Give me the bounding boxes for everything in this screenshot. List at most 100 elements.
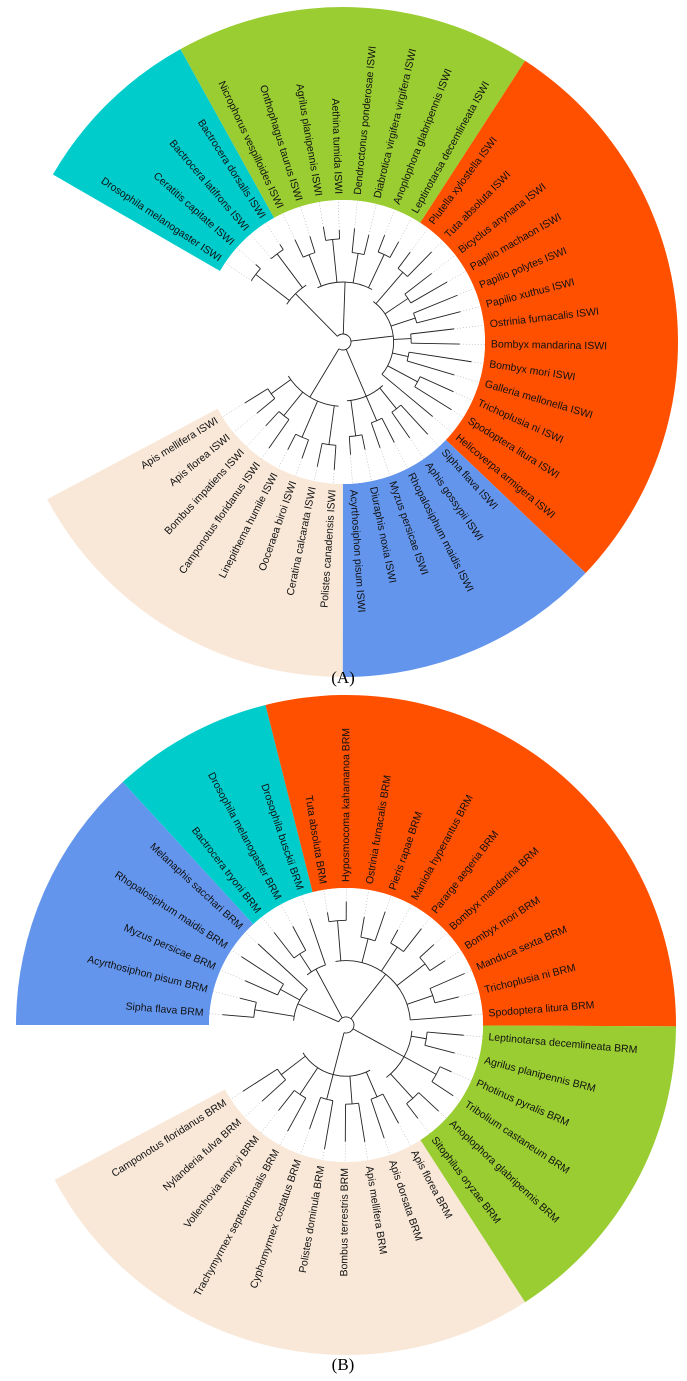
leaf-guide [364,1141,369,1161]
leaf-guide [451,1071,472,1081]
internal-branch [276,253,303,288]
clade-branch [352,1028,405,1058]
leaf-guide [323,889,328,913]
leaf-branch [419,944,435,958]
leaf-guide [301,895,310,919]
leaf-branch [416,311,461,324]
internal-branch [349,1076,353,1105]
leaf-label: Hyposmocoma kahamanoa BRM [340,728,352,882]
internal-branch [332,239,338,283]
leaf-branch [382,1093,399,1124]
leaf-branch [406,360,455,376]
leaf-branch [309,918,316,934]
internal-branch [299,953,312,973]
leaf-branch [419,376,454,393]
internal-branch [375,272,404,304]
clade-arc [287,375,339,407]
internal-branch [301,400,318,438]
leaf-guide [464,970,472,974]
clade-arc [373,301,395,375]
tree-disk [201,200,485,484]
leaf-branch [242,1068,278,1092]
internal-branch [308,254,322,287]
clade-sector-green [420,1025,676,1303]
internal-arc [320,1097,333,1102]
tree-disk [209,888,483,1162]
leaf-branch [429,960,446,971]
internal-branch [390,317,416,327]
leaf-guide [458,991,479,998]
leaf-branch [322,226,327,241]
clade-branch [315,968,343,1019]
leaf-branch [390,929,399,944]
leaf-branch [370,1099,385,1139]
internal-branch [291,974,308,990]
leaf-branch [244,388,269,404]
leaf-guide [417,1118,430,1134]
internal-branch [352,253,359,283]
internal-arc [406,1092,420,1104]
leaf-branch [287,1097,307,1132]
leaf-branch [270,257,272,259]
leaf-branch [294,239,304,258]
internal-branch [411,1035,427,1040]
clade-sector-red [265,694,676,1027]
internal-branch [381,373,401,390]
leaf-guide [394,442,408,469]
leaf-branch [239,997,257,1003]
internal-branch [393,338,412,340]
internal-branch [368,254,385,288]
internal-arc [294,1090,307,1099]
leaf-guide [236,247,256,265]
leaf-guide [431,254,456,274]
clade-sector-green [180,7,526,223]
leaf-guide [300,206,311,237]
leaf-branch [411,342,460,345]
internal-branch [280,1055,306,1075]
clade-arc [286,284,307,305]
leaf-guide [453,391,473,401]
leaf-guide [454,325,485,330]
leaf-branch [292,926,307,951]
leaf-branch [326,912,330,922]
clade-sector-red [420,60,678,573]
leaf-guide [318,201,324,227]
internal-branch [406,995,433,1005]
leaf-branch [255,264,261,270]
leaf-branch [397,251,411,269]
leaf-guide [398,1123,411,1146]
leaf-branch [389,241,400,258]
leaf-branch [429,973,465,989]
leaf-branch [413,294,458,314]
leaf-branch [301,439,309,459]
leaf-branch [256,398,276,414]
clade-sector-teal [122,704,313,925]
leaf-guide [261,916,275,933]
clade-branch [332,1032,345,1075]
leaf-branch [261,1079,286,1102]
clade-branch [309,348,340,398]
leaf-guide [463,1034,483,1038]
leaf-guide [409,228,429,253]
leaf-branch [439,1066,452,1073]
leaf-branch [279,244,284,250]
internal-branch [365,395,378,421]
leaf-branch [400,404,429,435]
leaf-guide [233,412,258,433]
internal-branch [299,1067,319,1095]
leaf-guide [454,374,480,383]
internal-branch [379,387,397,410]
internal-branch [283,391,304,416]
internal-branch [270,379,292,395]
internal-branch [410,1018,427,1021]
internal-branch [392,352,409,358]
leaf-branch [265,411,280,427]
internal-branch [396,963,426,986]
leaf-guide [454,1052,479,1060]
leaf-guide [379,447,391,477]
leaf-branch [399,388,433,417]
leaf-guide [322,1149,325,1161]
clade-arc [386,1030,413,1078]
